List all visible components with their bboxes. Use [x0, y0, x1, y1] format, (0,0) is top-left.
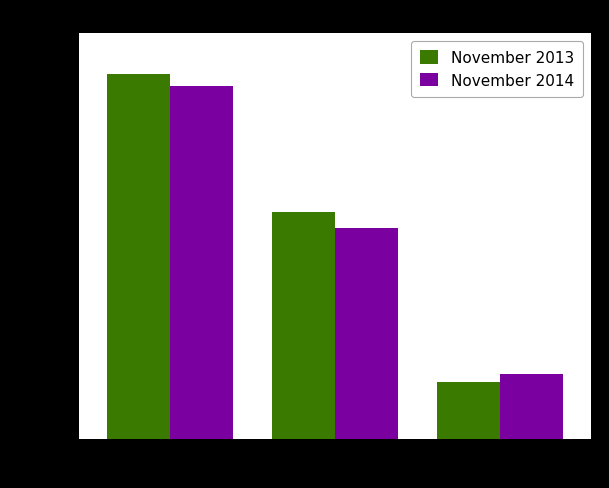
Bar [272, 212, 335, 439]
Bar [170, 87, 233, 439]
Bar [437, 383, 500, 439]
Bar [335, 228, 398, 439]
Bar [500, 374, 563, 439]
Legend: November 2013, November 2014: November 2013, November 2014 [411, 42, 583, 98]
Bar [107, 75, 170, 439]
